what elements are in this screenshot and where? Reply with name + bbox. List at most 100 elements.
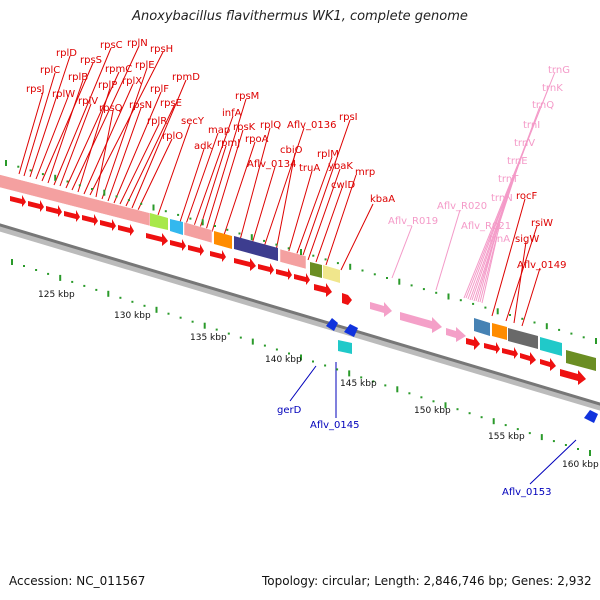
label-line-rplD [29, 55, 71, 178]
minor-tick [336, 262, 339, 265]
rna-label-Aflv_R019: Aflv_R019 [388, 216, 438, 227]
scale-label: 155 kbp [488, 432, 525, 442]
scale-label: 150 kbp [414, 406, 451, 416]
major-tick [107, 290, 110, 297]
cds-arrow [82, 214, 98, 226]
gene-label-rpmJ: rpmJ [217, 138, 240, 149]
label-line-cbiO [275, 152, 296, 252]
cds-arrow [560, 369, 586, 385]
major-tick [545, 323, 548, 330]
label-line-rplV [59, 103, 92, 187]
minor-tick [275, 348, 278, 351]
minor-tick [179, 316, 182, 319]
minor-tick [480, 416, 483, 419]
rna-arrow [446, 327, 466, 342]
scale-label: 135 kbp [190, 333, 227, 343]
genome-info-text: Topology: circular; Length: 2,846,746 bp… [262, 574, 592, 588]
minor-tick [287, 247, 290, 250]
cds-block [492, 323, 507, 340]
minor-tick [191, 320, 194, 323]
minor-tick [324, 258, 327, 261]
cds-arrow [314, 283, 332, 297]
label-line-rplC [23, 72, 56, 177]
gene-label-ybaK: ybaK [328, 161, 353, 172]
gene-label-rpsS: rpsS [80, 55, 102, 66]
gene-label-Aflv_0136: Aflv_0136 [287, 120, 337, 131]
minor-tick [47, 272, 50, 275]
minor-tick [509, 314, 511, 316]
cds-block [474, 318, 490, 336]
rna-label-trnI: trnI [523, 120, 540, 131]
minor-tick [408, 392, 411, 395]
minor-tick [91, 188, 93, 190]
major-tick [201, 219, 204, 226]
cds-arrow [502, 347, 518, 359]
label-line-rpoA [223, 141, 256, 236]
label-line-rpsE [125, 105, 175, 207]
rna-features [370, 302, 466, 342]
gene-label-Aflv_0134: Aflv_0134 [247, 159, 297, 170]
rna-label-trnE: trnE [507, 156, 528, 167]
label-line-rpsM [205, 98, 247, 231]
gene-label-rplE: rplE [135, 60, 155, 71]
cds-arrow [146, 233, 168, 246]
ticks [5, 160, 597, 456]
gene-label-kbaA: kbaA [370, 194, 395, 205]
label-line-rpsQ [95, 110, 114, 198]
backbone-line-shadow [0, 224, 600, 411]
gene-label-infA: infA [222, 108, 242, 119]
minor-tick [95, 288, 98, 291]
label-line-rplB [47, 79, 84, 184]
label-line-infA [193, 115, 234, 227]
gene-label-rpsN: rpsN [129, 100, 152, 111]
cds-block [170, 219, 183, 235]
accession-text: Accession: NC_011567 [9, 574, 146, 588]
minor-tick [336, 368, 339, 371]
rna-label-trnK: trnK [542, 83, 563, 94]
gene-label-rpmC: rpmC [105, 64, 132, 75]
reverse-block [338, 340, 352, 354]
gene-label-rocF: rocF [516, 191, 538, 202]
minor-tick [504, 424, 507, 427]
minor-tick [17, 165, 20, 168]
rna-line-trnA [481, 236, 498, 304]
minor-tick [386, 277, 388, 279]
rna-labels: Aflv_R019 Aflv_R020 trnG trnK trnQ trnI … [388, 65, 570, 304]
major-tick [5, 160, 7, 166]
rna-line-trnN [477, 195, 507, 303]
gene-label-gerD: gerD [277, 405, 302, 416]
cds-arrow [484, 342, 500, 354]
minor-tick [83, 284, 86, 287]
cds-arrow [258, 263, 274, 275]
cds-arrow [294, 273, 310, 285]
rna-label-Aflv_R020: Aflv_R020 [437, 201, 487, 212]
minor-tick [516, 428, 519, 431]
minor-tick [41, 173, 44, 176]
rna-line-Aflv_R020 [435, 209, 461, 291]
rna-label-trnQ: trnQ [532, 100, 554, 111]
gene-label-map: map [208, 125, 230, 136]
gene-label-rplO: rplO [162, 131, 183, 142]
major-tick [595, 338, 597, 344]
gene-label-rpoA: rpoA [245, 134, 269, 145]
minor-tick [131, 300, 134, 303]
major-tick [589, 450, 591, 456]
cds-band-upper [0, 174, 596, 371]
gene-label-truA: truA [299, 163, 320, 174]
minor-tick [71, 280, 74, 283]
gene-label-rpsQ: rpsQ [99, 103, 123, 114]
gene-label-rplN: rplN [127, 38, 148, 49]
reverse-features [326, 318, 598, 423]
label-line-kbaA [340, 203, 374, 271]
minor-tick [558, 328, 561, 331]
minor-tick [528, 432, 531, 435]
backbone [0, 223, 600, 411]
minor-tick [420, 396, 423, 399]
major-tick [203, 322, 206, 329]
gene-label-rpsM: rpsM [235, 91, 259, 102]
label-line-cwlD [315, 187, 343, 263]
minor-tick [164, 210, 167, 213]
minor-tick [468, 412, 471, 415]
minor-tick [410, 284, 413, 287]
